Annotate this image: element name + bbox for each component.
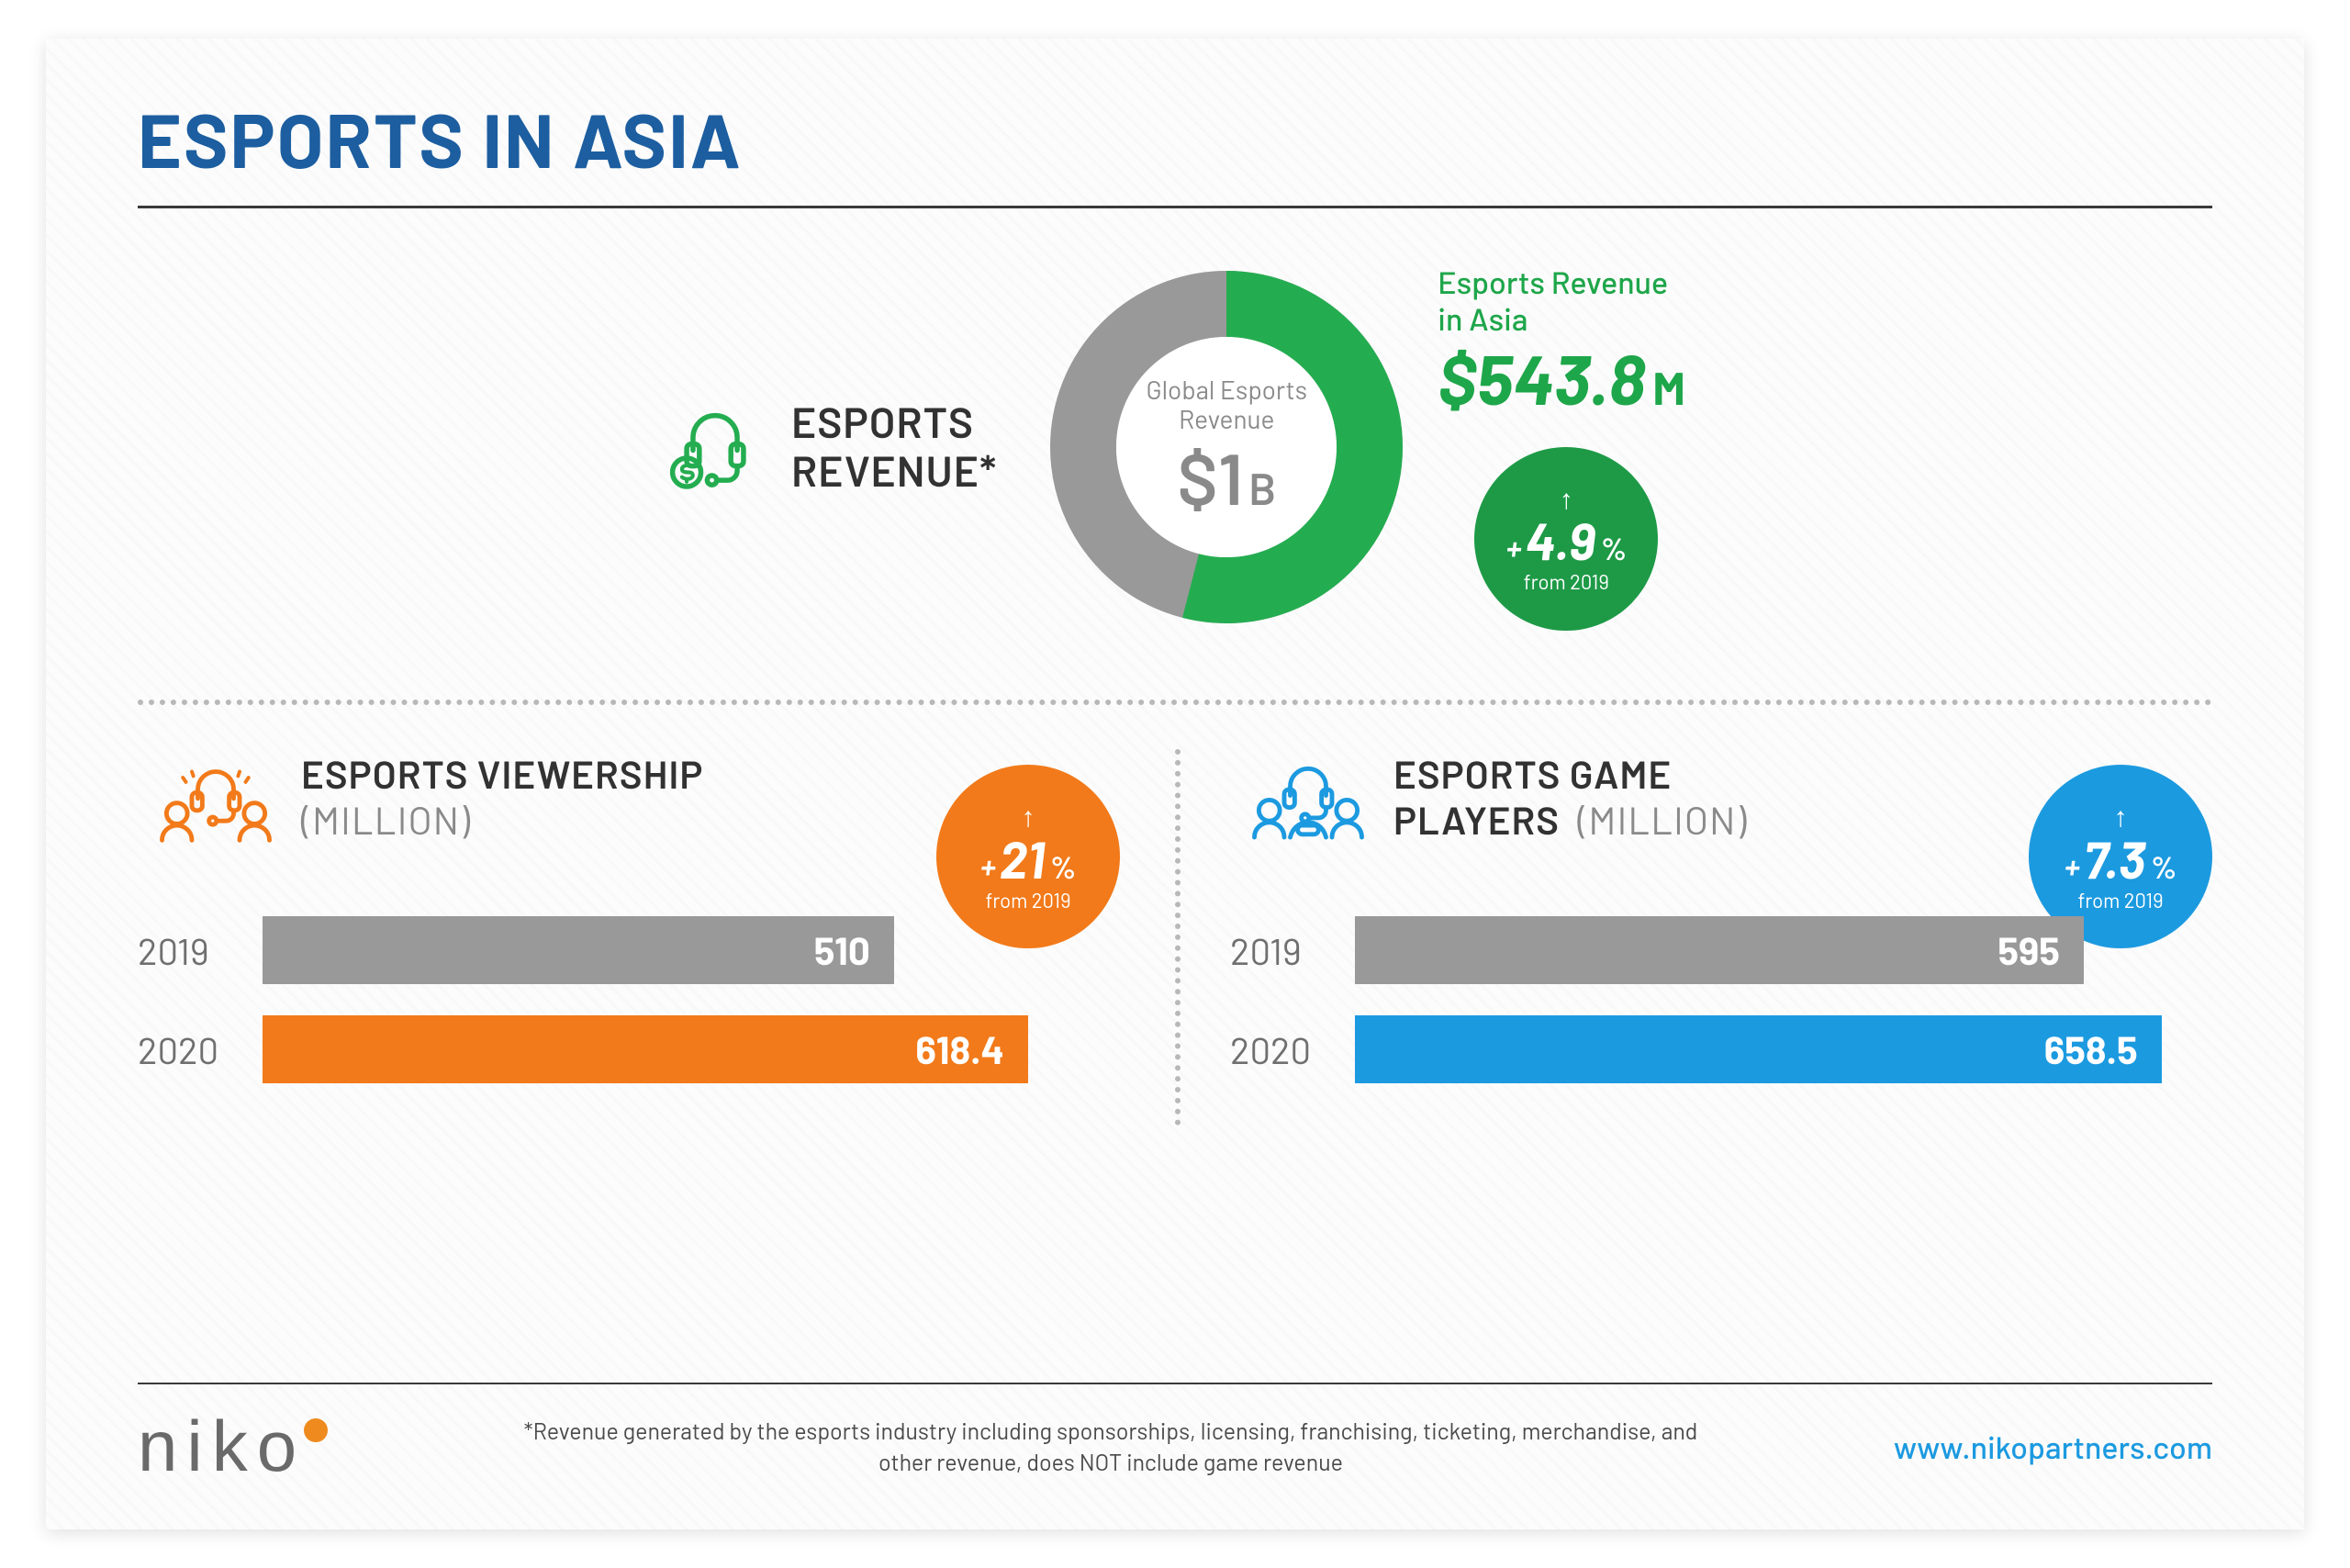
revenue-label-line1: ESPORTS — [791, 398, 997, 447]
revenue-growth-bubble: ↑ +4.9% from 2019 — [1474, 447, 1658, 631]
footer: niko *Revenue generated by the esports i… — [138, 1383, 2212, 1488]
revenue-donut: Global Esports Revenue $1B — [1043, 263, 1410, 631]
bar-track: 658.5 — [1355, 1015, 2212, 1083]
footnote: *Revenue generated by the esports indust… — [514, 1416, 1707, 1478]
revenue-growth-pct: +4.9% — [1505, 514, 1627, 568]
donut-center-label2: Revenue — [1116, 404, 1337, 433]
viewership-panel: ESPORTS VIEWERSHIP (MILLION) ↑ +21% from… — [138, 733, 1175, 1151]
logo-dot-icon — [304, 1418, 328, 1442]
bar-track: 510 — [263, 916, 1129, 984]
viewership-title: ESPORTS VIEWERSHIP (MILLION) — [301, 751, 703, 844]
revenue-label-text: ESPORTS REVENUE* — [791, 398, 997, 496]
bottom-section: ESPORTS VIEWERSHIP (MILLION) ↑ +21% from… — [138, 705, 2212, 1151]
bar-year: 2019 — [138, 928, 239, 972]
players-bars: 2019 595 2020 658.5 — [1230, 916, 2212, 1083]
infographic-card: ESPORTS IN ASIA ESPORTS REVENUE* — [46, 39, 2304, 1529]
revenue-label: ESPORTS REVENUE* — [665, 397, 997, 498]
arrow-up-icon: ↑ — [1560, 484, 1573, 513]
players-growth-from: from 2019 — [2077, 890, 2163, 912]
players-growth-pct: +7.3% — [2065, 833, 2177, 887]
revenue-section: ESPORTS REVENUE* Global Esports Revenue … — [138, 208, 2212, 700]
niko-logo: niko — [138, 1405, 328, 1488]
donut-center: Global Esports Revenue $1B — [1116, 375, 1337, 520]
bar-fill: 510 — [263, 916, 894, 984]
asia-revenue: Esports Revenue in Asia $543.8M — [1438, 263, 1685, 419]
page-title: ESPORTS IN ASIA — [138, 94, 2212, 184]
bar-year: 2020 — [138, 1027, 239, 1071]
arrow-up-icon: ↑ — [1022, 801, 1035, 831]
bar-row: 2020 658.5 — [1230, 1015, 2212, 1083]
players-panel: ESPORTS GAME PLAYERS (MILLION) ↑ +7.3% f… — [1175, 733, 2212, 1151]
viewership-bars: 2019 510 2020 618.4 — [138, 916, 1129, 1083]
bar-fill: 658.5 — [1355, 1015, 2162, 1083]
footer-url: www.nikopartners.com — [1894, 1428, 2212, 1465]
revenue-label-line2: REVENUE* — [791, 447, 997, 496]
asia-revenue-label2: in Asia — [1438, 300, 1685, 336]
players-icon — [1248, 751, 1368, 852]
bar-fill: 595 — [1355, 916, 2084, 984]
bar-track: 595 — [1355, 916, 2212, 984]
headset-coin-icon — [665, 397, 766, 498]
donut-center-label1: Global Esports — [1116, 375, 1337, 404]
bar-row: 2020 618.4 — [138, 1015, 1129, 1083]
viewership-growth-pct: +21% — [980, 833, 1077, 887]
bar-row: 2019 595 — [1230, 916, 2212, 984]
bar-year: 2019 — [1230, 928, 1331, 972]
bar-row: 2019 510 — [138, 916, 1129, 984]
viewership-growth-from: from 2019 — [985, 890, 1070, 912]
bar-year: 2020 — [1230, 1027, 1331, 1071]
asia-revenue-label1: Esports Revenue — [1438, 263, 1685, 299]
audience-icon — [156, 751, 275, 852]
bar-fill: 618.4 — [263, 1015, 1028, 1083]
revenue-growth-from: from 2019 — [1524, 572, 1609, 593]
asia-revenue-value: $543.8M — [1438, 336, 1685, 420]
revenue-right: Esports Revenue in Asia $543.8M ↑ +4.9% … — [1438, 263, 1685, 630]
players-title: ESPORTS GAME PLAYERS (MILLION) — [1393, 751, 1747, 844]
arrow-up-icon: ↑ — [2114, 801, 2128, 831]
bar-track: 618.4 — [263, 1015, 1129, 1083]
donut-center-value: $1B — [1116, 433, 1337, 520]
